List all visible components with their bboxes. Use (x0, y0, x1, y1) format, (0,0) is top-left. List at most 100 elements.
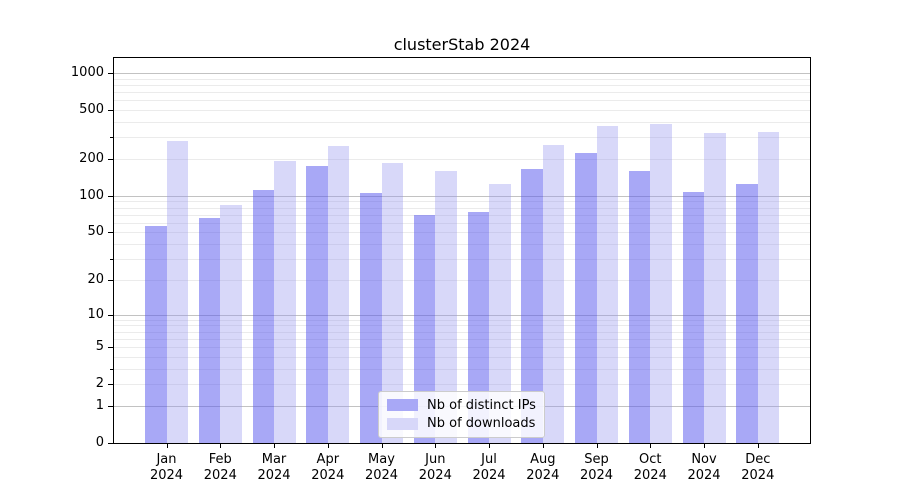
y-minor-tick-mark (110, 259, 113, 260)
y-gridline-minor (114, 338, 810, 340)
bar-downloads (435, 170, 457, 443)
bar-downloads (166, 140, 188, 443)
y-gridline-minor (114, 259, 810, 260)
y-gridline-minor (114, 232, 810, 234)
bar-distinct-ips (682, 191, 704, 443)
x-tick-month: Aug (530, 452, 556, 467)
bar-downloads (542, 144, 565, 443)
x-tick-label: Apr 2024 (288, 452, 368, 484)
bar-distinct-ips (467, 212, 489, 443)
y-tick-label: 2 (95, 376, 104, 392)
x-tick-month: Feb (208, 452, 232, 467)
x-tick-mark (650, 444, 652, 448)
bar-distinct-ips (198, 217, 221, 443)
y-minor-tick-mark (110, 137, 113, 139)
bar-distinct-ips (360, 192, 382, 443)
x-tick-month: Sep (584, 452, 609, 467)
y-tick-mark (108, 443, 113, 444)
legend-item-distinct-ips: Nb of distinct IPs (387, 398, 536, 413)
x-tick-year: 2024 (418, 468, 452, 483)
y-tick-mark (108, 232, 113, 234)
y-tick-mark (108, 405, 113, 407)
legend-swatch-distinct-ips (387, 399, 418, 412)
y-tick-label: 1 (95, 397, 104, 413)
x-tick-year: 2024 (311, 468, 345, 483)
x-tick-label: Jun 2024 (395, 452, 475, 484)
bar-downloads (757, 132, 780, 443)
y-gridline-minor (114, 325, 810, 327)
y-gridline-minor (114, 84, 810, 86)
x-tick-label: Oct 2024 (610, 452, 690, 484)
y-gridline-minor (114, 222, 810, 224)
x-tick-label: Sep 2024 (557, 452, 637, 484)
y-gridline-minor (114, 201, 810, 203)
bar-distinct-ips (628, 170, 651, 443)
y-gridline-minor (114, 137, 810, 139)
x-tick-mark (489, 444, 490, 448)
bar-distinct-ips (575, 152, 597, 443)
x-tick-month: Jun (425, 452, 446, 467)
y-tick-label: 10 (87, 306, 104, 322)
x-tick-year: 2024 (472, 468, 506, 483)
y-tick-mark (108, 384, 113, 386)
x-tick-mark (166, 444, 168, 448)
bar-downloads (220, 205, 242, 443)
y-gridline-minor (114, 121, 810, 123)
x-tick-year: 2024 (687, 468, 721, 483)
y-gridline-minor (114, 319, 810, 321)
x-tick-month: Jan (156, 452, 177, 467)
bar-downloads (274, 160, 296, 443)
bar-distinct-ips (736, 183, 758, 443)
y-gridline-minor (114, 244, 810, 245)
y-gridline-minor (114, 279, 810, 281)
y-gridline-minor (114, 78, 810, 80)
y-tick-mark (108, 195, 113, 197)
bar-downloads (489, 183, 511, 443)
x-tick-month: Mar (261, 452, 287, 467)
y-tick-mark (108, 72, 113, 74)
bar-distinct-ips (252, 189, 274, 443)
y-tick-label: 20 (87, 271, 104, 287)
y-gridline-minor (114, 109, 810, 111)
x-tick-month: May (368, 452, 395, 467)
legend-label-downloads: Nb of downloads (427, 416, 536, 432)
bar-downloads (650, 123, 672, 443)
legend: Nb of distinct IPs Nb of downloads (378, 391, 545, 438)
x-tick-year: 2024 (741, 468, 775, 483)
y-gridline-minor (114, 384, 810, 386)
y-tick-label: 50 (87, 224, 104, 240)
y-gridline-minor (114, 368, 810, 370)
y-gridline-minor (114, 91, 810, 93)
legend-label-distinct-ips: Nb of distinct IPs (427, 397, 536, 413)
x-tick-label: May 2024 (342, 452, 422, 484)
x-tick-month: Dec (745, 452, 771, 467)
y-gridline-minor (114, 331, 810, 333)
y-tick-mark (108, 347, 113, 348)
y-gridline-minor (114, 158, 810, 160)
y-tick-mark (108, 314, 113, 316)
x-tick-mark (220, 444, 222, 448)
x-tick-month: Oct (639, 452, 662, 467)
y-gridline-minor (114, 347, 810, 348)
x-tick-mark (274, 444, 275, 448)
x-tick-month: Nov (691, 452, 717, 467)
x-tick-year: 2024 (364, 468, 399, 483)
y-tick-label: 500 (79, 101, 104, 117)
y-tick-mark (108, 279, 113, 281)
x-tick-year: 2024 (633, 468, 667, 483)
x-tick-mark (435, 444, 437, 448)
x-tick-year: 2024 (203, 468, 237, 483)
x-tick-mark (757, 444, 759, 448)
legend-swatch-downloads (387, 417, 418, 430)
x-tick-label: Dec 2024 (718, 452, 798, 484)
x-tick-label: Jan 2024 (127, 452, 207, 484)
y-gridline-major (114, 314, 810, 316)
x-tick-year: 2024 (149, 468, 184, 483)
y-tick-label: 5 (95, 339, 104, 354)
x-tick-mark (704, 444, 705, 448)
y-gridline-minor (114, 207, 810, 209)
bar-distinct-ips (145, 226, 167, 443)
y-gridline-major (114, 195, 810, 197)
x-tick-label: Jul 2024 (449, 452, 529, 484)
